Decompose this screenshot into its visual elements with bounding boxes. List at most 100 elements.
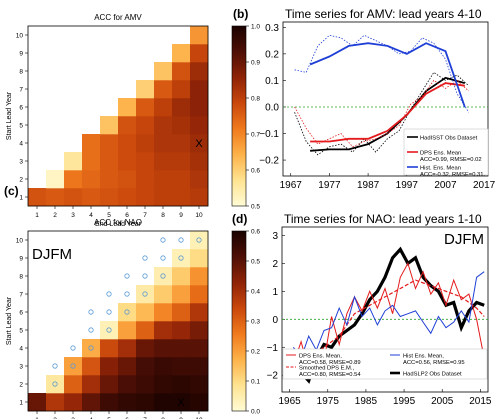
heatmap-cell [154, 303, 173, 322]
season-label: DJFM [32, 246, 72, 263]
heatmap-cell [118, 375, 137, 394]
heatmap-cell [118, 393, 137, 412]
colorbar-tick-label: 0.6 [251, 168, 260, 175]
colorbar-tick-label: 0.6 [251, 229, 260, 236]
heatmap-cell [190, 375, 209, 394]
y-tick-label: 1 [19, 400, 23, 407]
significance-marker [88, 309, 94, 315]
heatmap-cell [118, 116, 137, 135]
heatmap-cell [154, 339, 173, 358]
heatmap-cell [136, 303, 155, 322]
chart-title: ACC for NAO [94, 218, 142, 227]
heatmap-cell [190, 339, 209, 358]
colorbar-tick-label: 0.1 [251, 379, 260, 386]
chart-title: ACC for AMV [94, 13, 142, 22]
y-tick-label: 7 [19, 292, 23, 299]
heatmap-cell [118, 188, 137, 207]
heatmap-cell [172, 134, 191, 153]
heatmap-cell [100, 393, 119, 412]
series-line [292, 271, 485, 360]
panel-label: (c) [4, 184, 19, 198]
colorbar [231, 230, 247, 412]
x-tick-label: 10 [195, 417, 203, 419]
heatmap-cell [190, 267, 209, 286]
y-tick-label: 3 [272, 231, 278, 242]
heatmap-cell [172, 62, 191, 81]
heatmap-cell [154, 62, 173, 81]
colorbar-tick-label: 0.0 [251, 409, 260, 416]
heatmap-cell [64, 393, 83, 412]
heatmap-cell [118, 357, 137, 376]
y-tick-label: −1 [267, 343, 279, 354]
heatmap-cell [136, 393, 155, 412]
heatmap-cell [136, 98, 155, 117]
y-tick-label: 6 [19, 105, 23, 112]
significance-marker [142, 255, 148, 261]
x-tick-label: 4 [89, 417, 93, 419]
heatmap-cell [190, 44, 209, 63]
x-tick-label: 2 [53, 212, 57, 219]
heatmap-cell [136, 321, 155, 340]
heatmap-cell [118, 134, 137, 153]
significance-marker [124, 309, 130, 315]
y-tick-label: 8 [19, 274, 23, 281]
heatmap-cell [100, 339, 119, 358]
legend-label: HadISST Obs Dataset [420, 136, 478, 142]
legend-box [282, 348, 488, 380]
x-tick-label: 2015 [469, 396, 492, 407]
y-tick-label: 0.3 [265, 23, 279, 34]
heatmap-cell [46, 170, 65, 189]
heatmap-cell [190, 116, 209, 135]
y-tick-label: 9 [19, 51, 23, 58]
legend-label: DPS Ens. Mean, [299, 354, 342, 360]
colorbar-tick-label: 0.2 [251, 349, 260, 356]
colorbar [231, 25, 247, 207]
heatmap-cell [190, 321, 209, 340]
colorbar-tick-label: 0.5 [251, 204, 260, 211]
heatmap-cell [172, 339, 191, 358]
x-tick-label: 8 [161, 417, 165, 419]
x-tick-label: 1997 [396, 180, 419, 191]
heatmap-cell [154, 80, 173, 99]
heatmap-cell [100, 375, 119, 394]
legend-label: HadSLP2 Obs Dataset [403, 372, 462, 378]
heatmap-cell [100, 170, 119, 189]
heatmap-cell [190, 62, 209, 81]
series-line [294, 71, 469, 156]
plot-frame [27, 25, 209, 207]
heatmap-cell [172, 80, 191, 99]
heatmap-cell [100, 134, 119, 153]
legend-sublabel: ACC=0.80, RMSE=0.54 [299, 372, 361, 378]
significance-marker [142, 291, 148, 297]
annotation-marker: X [177, 397, 185, 409]
heatmap-cell [154, 357, 173, 376]
x-tick-label: 2007 [434, 180, 457, 191]
legend-label: DPS Ens. Mean [420, 151, 461, 157]
y-axis-label: Start Lead Year [6, 296, 13, 345]
heatmap-cell [118, 98, 137, 117]
heatmap-cell [172, 303, 191, 322]
heatmap-cell [136, 375, 155, 394]
y-tick-label: −2 [267, 371, 279, 382]
heatmap-cell [154, 116, 173, 135]
heatmap-cell [136, 170, 155, 189]
heatmap-cell [64, 170, 83, 189]
season-label: DJFM [444, 231, 484, 248]
heatmap-cell [154, 98, 173, 117]
y-tick-label: 4 [19, 141, 23, 148]
heatmap-cell [190, 393, 209, 412]
heatmap-cell [28, 188, 47, 207]
x-tick-label: 1967 [280, 180, 303, 191]
heatmap-cell [190, 26, 209, 45]
heatmap-cell [64, 357, 83, 376]
y-tick-label: 1 [19, 195, 23, 202]
heatmap-cell [172, 321, 191, 340]
y-tick-label: 0 [272, 315, 278, 326]
heatmap-cell [154, 170, 173, 189]
heatmap-cell [28, 393, 47, 412]
legend-label: Hist Ens. Mean, [403, 354, 444, 360]
series-line [294, 79, 469, 148]
chart-title: Time series for AMV: lead years 4-10 [285, 7, 482, 21]
significance-marker [124, 291, 130, 297]
panel-label: (b) [233, 7, 248, 21]
